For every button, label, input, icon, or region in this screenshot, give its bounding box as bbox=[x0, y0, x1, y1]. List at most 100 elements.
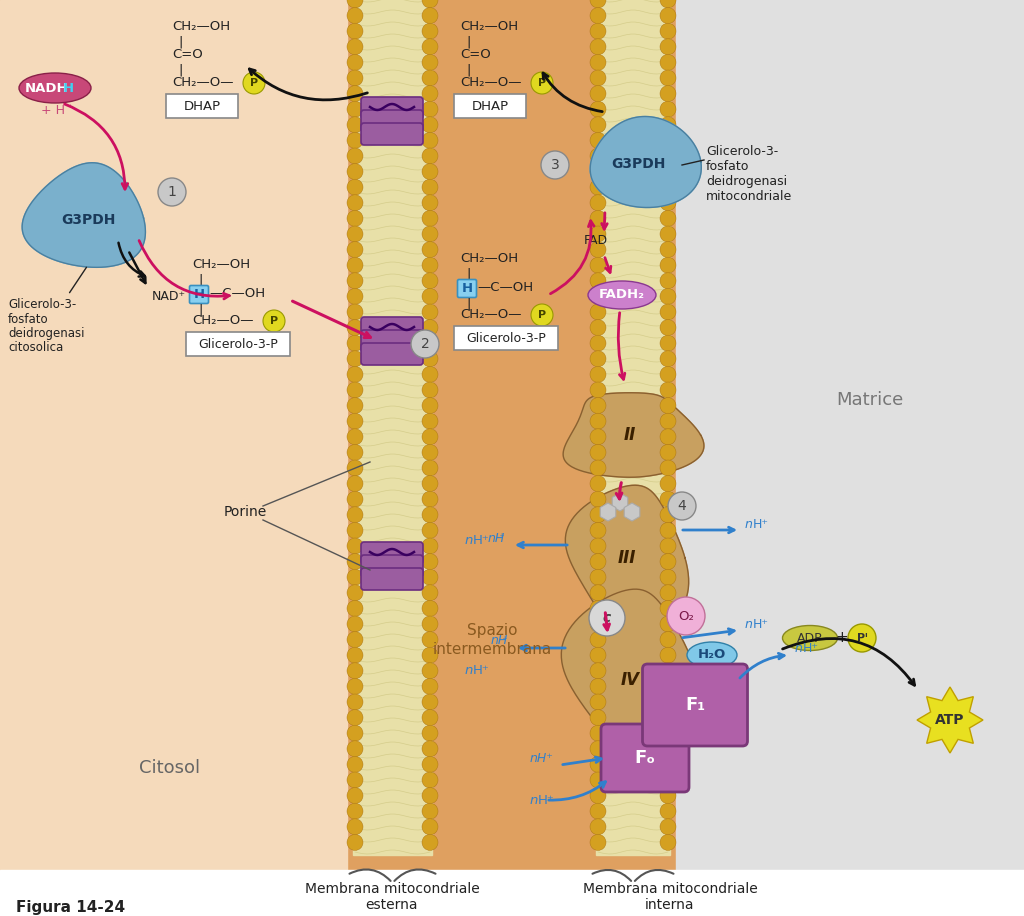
Circle shape bbox=[660, 148, 676, 164]
Text: H: H bbox=[62, 82, 74, 94]
Circle shape bbox=[422, 788, 438, 803]
Text: 1: 1 bbox=[168, 185, 176, 199]
Circle shape bbox=[590, 242, 606, 257]
Circle shape bbox=[660, 289, 676, 304]
Circle shape bbox=[590, 679, 606, 694]
Circle shape bbox=[590, 475, 606, 492]
Circle shape bbox=[422, 180, 438, 195]
FancyBboxPatch shape bbox=[361, 343, 423, 365]
Text: Membrana mitocondriale
interna: Membrana mitocondriale interna bbox=[583, 882, 758, 912]
Circle shape bbox=[590, 133, 606, 148]
Circle shape bbox=[590, 507, 606, 523]
Circle shape bbox=[347, 444, 362, 461]
Circle shape bbox=[347, 38, 362, 55]
Circle shape bbox=[347, 834, 362, 850]
Circle shape bbox=[347, 242, 362, 257]
FancyBboxPatch shape bbox=[454, 326, 558, 350]
Text: CH₂—OH: CH₂—OH bbox=[460, 252, 518, 265]
Polygon shape bbox=[600, 503, 615, 521]
Bar bbox=[596, 0, 671, 855]
Text: CH₂—O—: CH₂—O— bbox=[460, 76, 521, 89]
Circle shape bbox=[422, 211, 438, 226]
Text: Pᴵ: Pᴵ bbox=[857, 633, 867, 643]
Circle shape bbox=[590, 834, 606, 850]
Circle shape bbox=[660, 7, 676, 24]
Text: Fₒ: Fₒ bbox=[635, 749, 655, 767]
Circle shape bbox=[660, 85, 676, 102]
Circle shape bbox=[347, 741, 362, 757]
Circle shape bbox=[347, 803, 362, 819]
Circle shape bbox=[660, 38, 676, 55]
Circle shape bbox=[660, 741, 676, 757]
Text: |: | bbox=[466, 64, 470, 77]
Text: O₂: O₂ bbox=[678, 609, 694, 623]
Circle shape bbox=[422, 164, 438, 180]
Circle shape bbox=[660, 772, 676, 788]
Circle shape bbox=[590, 23, 606, 39]
Text: n: n bbox=[745, 518, 753, 531]
Circle shape bbox=[347, 475, 362, 492]
Text: CH₂—OH: CH₂—OH bbox=[193, 258, 250, 271]
Circle shape bbox=[422, 584, 438, 601]
Ellipse shape bbox=[687, 642, 737, 668]
Circle shape bbox=[660, 382, 676, 398]
Text: fosfato: fosfato bbox=[706, 160, 750, 173]
Text: |: | bbox=[178, 64, 182, 77]
Circle shape bbox=[590, 429, 606, 445]
Circle shape bbox=[660, 429, 676, 445]
Text: NAD⁺: NAD⁺ bbox=[152, 290, 186, 303]
Circle shape bbox=[422, 23, 438, 39]
Circle shape bbox=[422, 741, 438, 757]
Circle shape bbox=[347, 195, 362, 211]
Circle shape bbox=[422, 757, 438, 772]
Circle shape bbox=[422, 538, 438, 554]
Circle shape bbox=[660, 632, 676, 648]
Text: c: c bbox=[603, 611, 611, 625]
Circle shape bbox=[590, 538, 606, 554]
Text: NADH: NADH bbox=[26, 82, 69, 94]
Circle shape bbox=[422, 553, 438, 570]
Circle shape bbox=[347, 600, 362, 616]
Circle shape bbox=[347, 7, 362, 24]
Text: DHAP: DHAP bbox=[183, 100, 220, 113]
Circle shape bbox=[590, 273, 606, 289]
Text: H₂O: H₂O bbox=[698, 649, 726, 661]
Text: H⁺: H⁺ bbox=[753, 518, 769, 531]
Circle shape bbox=[660, 117, 676, 133]
Circle shape bbox=[347, 569, 362, 585]
Circle shape bbox=[347, 772, 362, 788]
Circle shape bbox=[422, 0, 438, 8]
Text: Figura 14-24: Figura 14-24 bbox=[16, 900, 125, 915]
Circle shape bbox=[422, 273, 438, 289]
Circle shape bbox=[590, 351, 606, 366]
Circle shape bbox=[422, 569, 438, 585]
Circle shape bbox=[347, 180, 362, 195]
Circle shape bbox=[590, 788, 606, 803]
Circle shape bbox=[660, 584, 676, 601]
Circle shape bbox=[347, 522, 362, 539]
Circle shape bbox=[422, 382, 438, 398]
Circle shape bbox=[590, 226, 606, 242]
Text: II: II bbox=[624, 426, 636, 444]
Circle shape bbox=[590, 0, 606, 8]
Circle shape bbox=[422, 257, 438, 273]
Circle shape bbox=[347, 289, 362, 304]
FancyBboxPatch shape bbox=[361, 568, 423, 590]
Circle shape bbox=[347, 70, 362, 86]
Text: + H: + H bbox=[41, 104, 65, 117]
Circle shape bbox=[422, 413, 438, 430]
Circle shape bbox=[347, 257, 362, 273]
Circle shape bbox=[347, 148, 362, 164]
Text: n: n bbox=[795, 641, 803, 655]
Circle shape bbox=[347, 54, 362, 71]
Circle shape bbox=[422, 725, 438, 741]
Circle shape bbox=[660, 242, 676, 257]
Text: |: | bbox=[178, 36, 182, 49]
Circle shape bbox=[263, 310, 285, 332]
FancyBboxPatch shape bbox=[458, 279, 476, 298]
Text: ⁺: ⁺ bbox=[494, 636, 508, 646]
Circle shape bbox=[660, 569, 676, 585]
Circle shape bbox=[347, 507, 362, 523]
Text: Matrice: Matrice bbox=[837, 391, 903, 409]
Text: P: P bbox=[538, 310, 546, 320]
